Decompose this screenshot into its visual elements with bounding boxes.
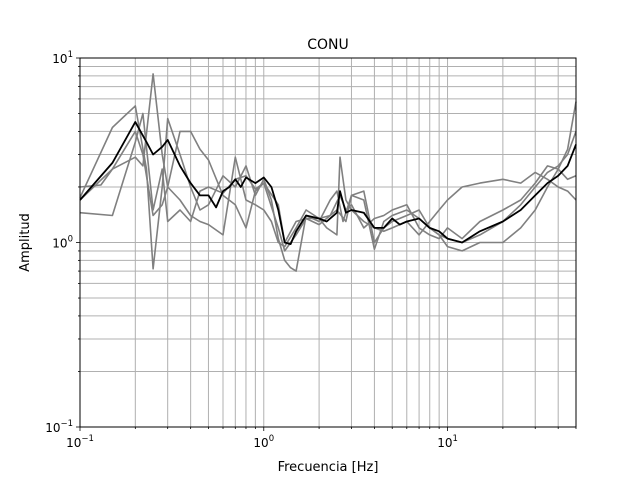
- y-tick-label: 101: [52, 50, 73, 66]
- ticks: 10−1 100 101 10−1 100 101: [45, 50, 577, 450]
- chart-title: CONU: [307, 37, 349, 53]
- y-tick-label: 100: [52, 235, 73, 251]
- series-line-2: [79, 130, 577, 252]
- x-axis-label: Frecuencia [Hz]: [278, 460, 379, 475]
- x-tick-label: 101: [437, 434, 458, 450]
- series-line-3: [79, 73, 577, 248]
- series-line-mean: [79, 121, 577, 246]
- x-tick-label: 100: [253, 434, 274, 450]
- x-tick-label: 10−1: [66, 434, 94, 450]
- series-line-1: [79, 101, 577, 272]
- y-axis-label: Amplitud: [18, 213, 33, 272]
- series-line-4: [79, 112, 577, 244]
- y-tick-label: 10−1: [45, 419, 73, 435]
- series-layer: [79, 73, 577, 272]
